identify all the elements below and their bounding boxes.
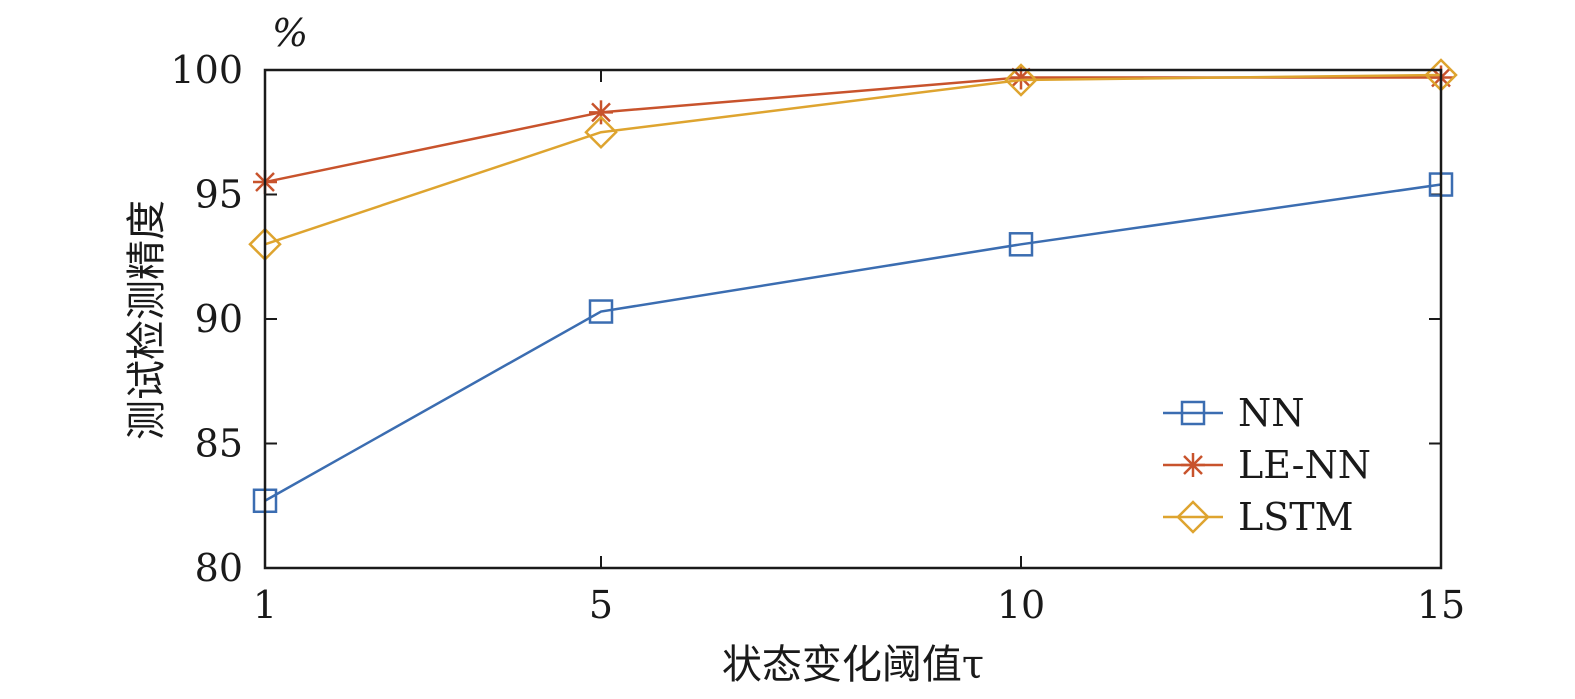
series-lstm (248, 58, 1458, 262)
data-point-lstm-10 (1004, 63, 1038, 97)
y-tick-label: 90 (195, 297, 243, 341)
y-axis-title: 测试检测精度 (124, 200, 170, 440)
x-tick-label: 15 (1417, 583, 1465, 627)
y-tick-label: 85 (195, 422, 243, 466)
legend-marker-lstm (1176, 500, 1210, 534)
data-point-le-nn-5 (589, 100, 613, 125)
legend-item-lstm: LSTM (1163, 495, 1354, 539)
x-tick-label: 5 (589, 583, 613, 627)
series-line-lstm (264, 73, 1442, 246)
y-unit-label: % (272, 11, 308, 55)
y-tick-label: 80 (195, 546, 243, 590)
data-point-lstm-5 (584, 115, 618, 150)
legend-label-le-nn: LE-NN (1238, 443, 1371, 487)
series-line-le-nn (264, 76, 1441, 184)
x-tick-label: 1 (253, 583, 277, 627)
series-le-nn (253, 65, 1453, 195)
legend-label-lstm: LSTM (1238, 495, 1354, 539)
series-line-nn (264, 183, 1442, 502)
legend: NN LE-NN LSTM (1163, 391, 1371, 539)
x-tick-label: 10 (997, 583, 1045, 627)
legend-label-nn: NN (1238, 391, 1305, 435)
legend-item-nn: NN (1163, 391, 1305, 435)
y-tick-label: 100 (170, 48, 243, 92)
legend-marker-nn (1180, 400, 1206, 426)
data-point-nn-5 (588, 299, 614, 324)
x-axis-title: 状态变化阈值τ (722, 642, 984, 688)
plot-frame (263, 68, 1443, 570)
y-tick-label: 95 (195, 173, 243, 217)
legend-marker-le-nn (1181, 453, 1205, 477)
data-point-nn-10 (1008, 232, 1034, 257)
legend-item-le-nn: LE-NN (1163, 443, 1371, 487)
